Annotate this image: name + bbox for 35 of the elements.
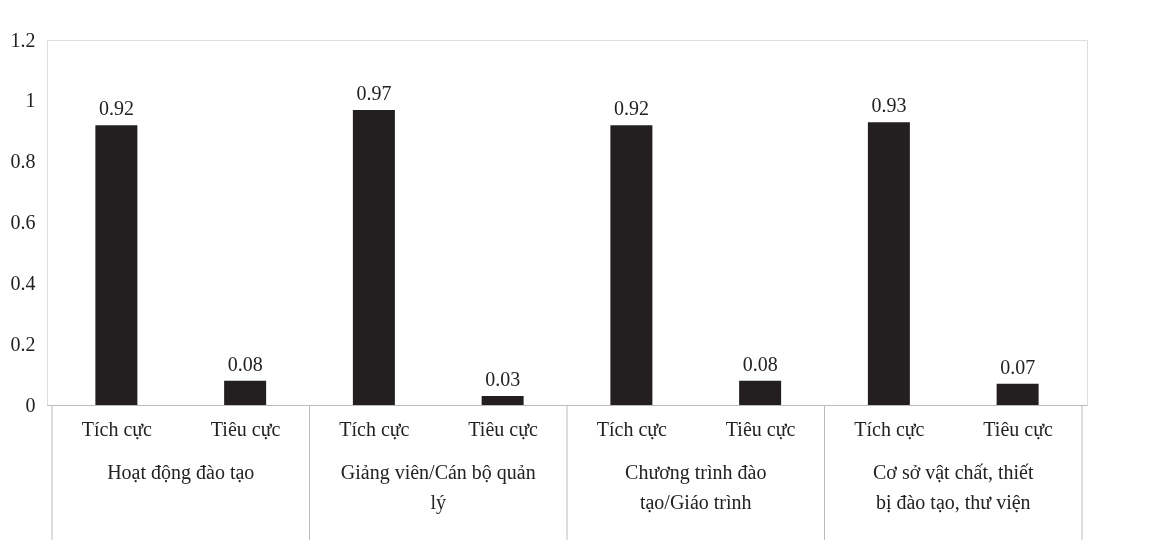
data-label: 0.07 [1000, 355, 1036, 378]
bar [95, 125, 138, 405]
bar [224, 380, 267, 405]
x-tick-label: Tiêu cực [210, 417, 281, 440]
data-label: 0.92 [613, 97, 649, 120]
x-tick-label: Tích cực [854, 417, 925, 440]
y-tick-label: 0.8 [10, 150, 36, 173]
data-label: 0.08 [227, 352, 263, 375]
bar [867, 122, 910, 405]
text: Giảng viên/Cán bộ quản lý [340, 461, 536, 514]
x-tick-label: Tích cực [339, 417, 410, 440]
bar [352, 109, 395, 405]
data-label: 0.08 [742, 352, 778, 375]
x-tick-label: Tích cực [596, 417, 668, 440]
text: Hoạt động đào tạo [107, 461, 255, 484]
bar [739, 380, 782, 405]
bar [610, 125, 653, 405]
data-label: 0.03 [485, 367, 521, 390]
x-tick-label: Tiêu cực [983, 417, 1054, 440]
y-tick-label: 0.4 [10, 271, 36, 294]
bar [996, 383, 1039, 405]
data-label: 0.97 [356, 81, 392, 104]
x-tick-label: Tích cực [81, 417, 153, 440]
data-label: 0.93 [871, 94, 907, 117]
y-tick-label: 0.2 [10, 332, 36, 355]
y-tick-label: 0.6 [10, 211, 36, 233]
y-tick-label: 1 [25, 89, 36, 112]
x-tick-label: Tiêu cực [468, 417, 539, 440]
text: Chương trình đào tạo/Giáo trình [625, 461, 767, 513]
bar [481, 395, 524, 405]
data-label: 0.92 [98, 97, 134, 120]
y-tick-label: 0 [25, 393, 36, 416]
text: Cơ sở vật chất, thiết bị đào tạo, thư viện [872, 461, 1034, 513]
x-tick-label: Tiêu cực [725, 417, 796, 440]
y-tick-label: 1.2 [10, 28, 36, 51]
